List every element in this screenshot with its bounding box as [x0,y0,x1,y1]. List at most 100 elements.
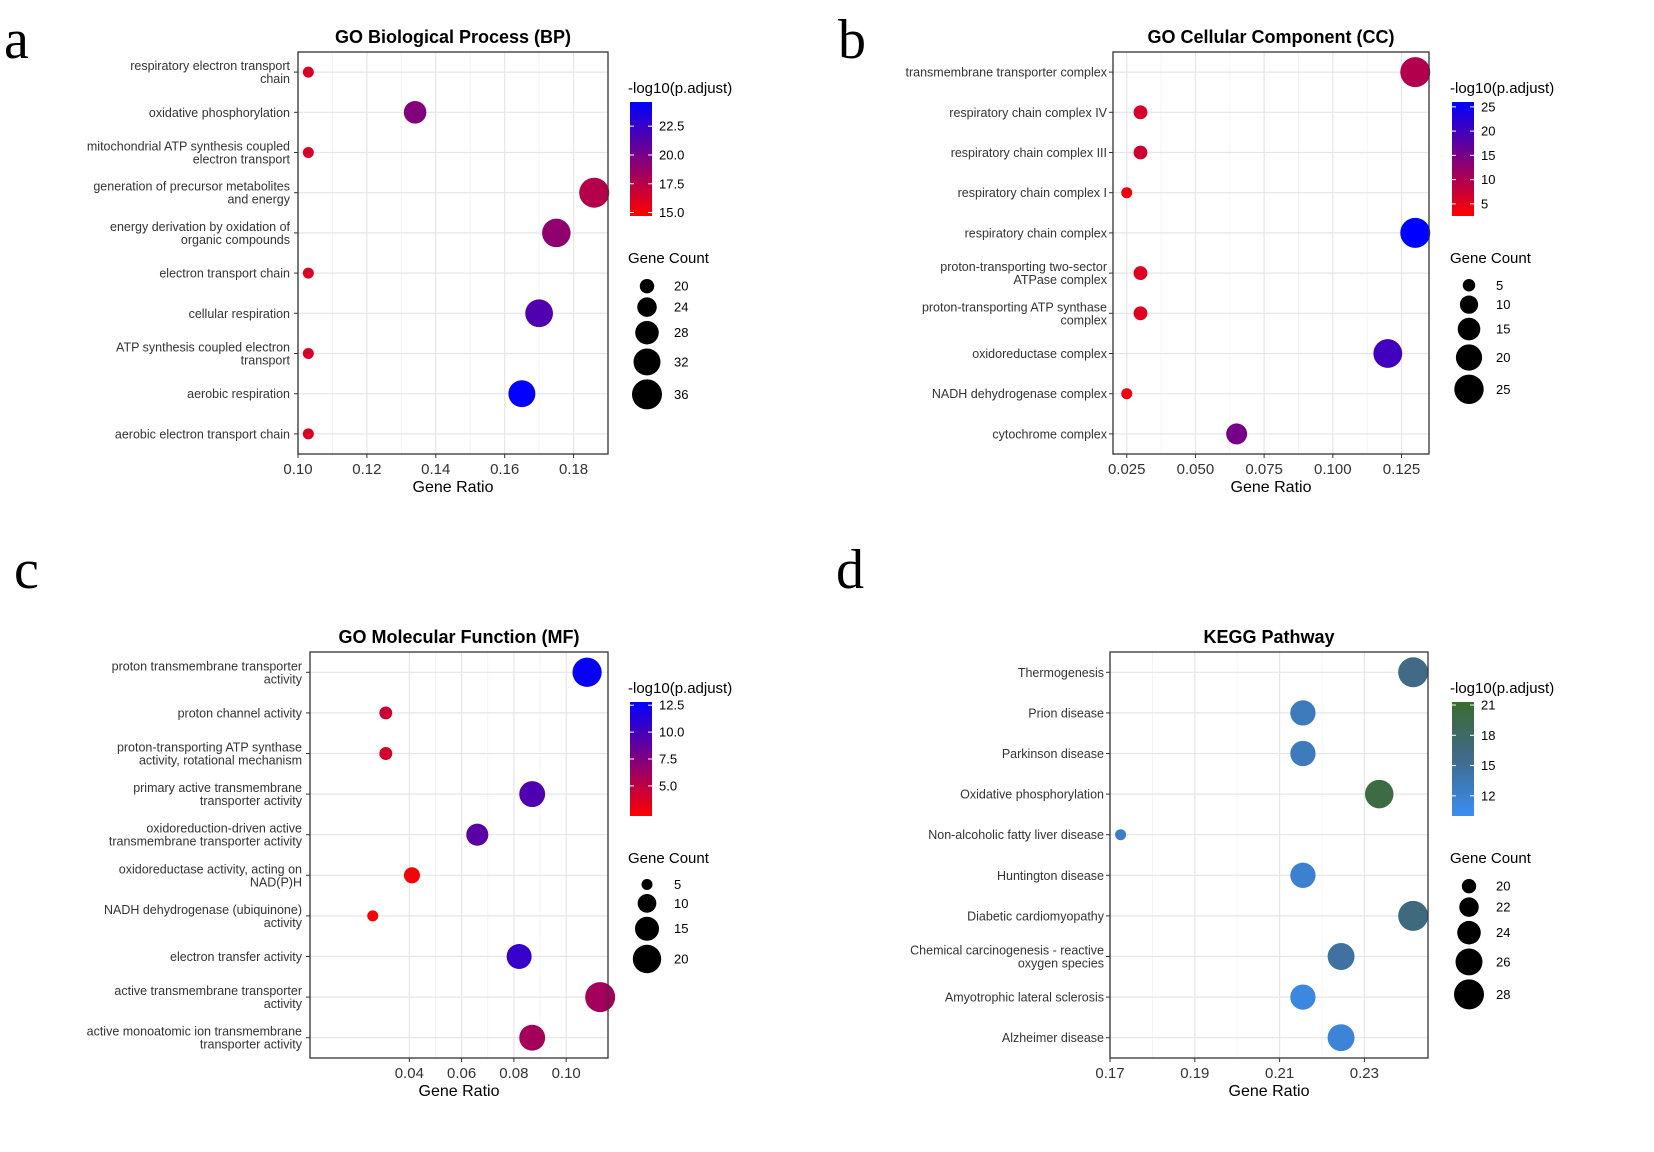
chart-title: GO Biological Process (BP) [335,27,571,47]
y-category-label-line: ATPase complex [1013,273,1107,287]
y-category-label-line: Diabetic cardiomyopathy [967,909,1105,923]
y-category-label-line: primary active transmembrane [133,781,302,795]
size-legend-label: 15 [674,921,688,936]
x-tick-label: 0.16 [490,461,519,478]
data-point [302,348,314,359]
y-category-label-line: NAD(P)H [250,875,302,889]
color-legend-tick-label: 22.5 [659,119,684,134]
data-point [1327,943,1355,970]
color-legend-tick-label: 21 [1481,698,1495,713]
chart-title: KEGG Pathway [1203,627,1334,647]
size-legend-label: 10 [674,896,688,911]
size-legend-label: 24 [674,300,688,315]
y-category-label: NADH dehydrogenase (ubiquinone) activity [104,903,303,930]
color-legend-tick-label: 18 [1481,728,1495,743]
y-category-label: Diabetic cardiomyopathy [967,909,1105,923]
y-category-label-line: Alzheimer disease [1002,1031,1104,1045]
y-category-label-line: oxygen species [1018,957,1104,971]
y-category-label: respiratory chain complex III [951,146,1107,160]
color-legend-tick-label: 7.5 [659,752,677,767]
x-tick-label: 0.21 [1265,1065,1294,1082]
data-point [1133,105,1148,120]
y-category-label: Alzheimer disease [1002,1031,1104,1045]
y-category-label-line: electron transport [193,153,291,167]
y-category-label-line: activity [264,672,303,686]
y-category-label-line: respiratory chain complex IV [949,106,1107,120]
y-category-label: Oxidative phosphorylation [960,788,1104,802]
data-point [1373,339,1403,368]
x-tick-label: 0.17 [1095,1065,1124,1082]
data-point [1398,657,1429,688]
size-legend-title: Gene Count [1450,850,1532,867]
y-category-label: primary active transmembrane transporter … [133,781,303,808]
size-legend: Gene Count 5 10 15 20 [628,850,710,974]
data-point [1290,700,1316,726]
y-category-label-line: respiratory chain complex I [958,186,1107,200]
y-category-label-line: NADH dehydrogenase complex [932,387,1108,401]
size-legend-dot [1454,979,1484,1010]
panel-c-mf-chart: c GO Molecular Function (MF) proton transm… [14,539,732,1100]
color-legend-tick-label: 20.0 [659,147,684,162]
x-tick-label: 0.075 [1245,461,1283,478]
y-category-label: proton transmembrane transporter activity [112,659,303,686]
data-point [519,1024,546,1051]
y-category-label-line: Prion disease [1028,706,1104,720]
color-legend-tick-label: 5.0 [659,778,677,793]
x-tick-label: 0.12 [352,461,381,478]
panel-letter: b [838,9,866,71]
y-category-label-line: Non-alcoholic fatty liver disease [928,828,1104,842]
size-legend-dot [1457,920,1481,945]
size-legend: Gene Count 20 24 28 32 36 [628,250,710,410]
y-category-label: respiratory chain complex IV [949,106,1107,120]
data-point [572,657,602,687]
y-category-label-line: Thermogenesis [1018,666,1104,680]
y-category-label: generation of precursor metabolites and e… [93,180,290,207]
color-legend-tick-label: 12 [1481,788,1495,803]
data-point [542,218,571,248]
x-axis-label: Gene Ratio [413,479,494,496]
plot-border [297,51,609,455]
color-legend-bar [630,702,652,816]
color-legend-tick-label: 17.5 [659,176,684,191]
size-legend-label: 20 [1496,350,1510,365]
data-point [1398,900,1429,931]
y-category-label-line: oxidative phosphorylation [149,106,290,120]
x-axis-label: Gene Ratio [1229,1083,1310,1100]
size-legend-label: 10 [1496,297,1510,312]
size-legend-title: Gene Count [1450,250,1532,267]
data-point [403,101,427,124]
y-category-label-line: activity [264,916,303,930]
size-legend-title: Gene Count [628,850,710,867]
x-tick-label: 0.125 [1383,461,1421,478]
y-category-label: NADH dehydrogenase complex [932,387,1108,401]
size-legend-label: 5 [1496,278,1503,293]
data-point [519,781,546,808]
color-legend-bar [1452,702,1474,816]
size-legend: Gene Count 5 10 15 20 25 [1450,250,1532,404]
y-category-label: Prion disease [1028,706,1104,720]
y-category-label-line: activity, rotational mechanism [139,754,302,768]
size-legend-label: 28 [674,325,688,340]
y-category-label-line: respiratory electron transport [130,59,290,73]
color-legend: -log10(p.adjust) 12 15 18 21 [1450,680,1554,816]
plot-border [1112,51,1430,455]
data-point [1290,984,1316,1010]
y-category-label-line: transmembrane transporter complex [906,66,1108,80]
y-category-label-line: and energy [227,193,290,207]
size-legend-label: 20 [1496,879,1510,894]
size-legend-dot [637,297,657,317]
size-legend-dot [632,944,662,974]
data-point [506,943,532,970]
size-legend-dot [1462,279,1476,292]
y-category-label-line: oxidoreductase activity, acting on [119,862,302,876]
data-point [302,428,314,440]
panel-letter: a [4,9,29,71]
plot-border [309,651,609,1059]
size-legend-dot [1461,879,1477,894]
color-legend-title: -log10(p.adjust) [628,80,732,97]
color-legend-tick-label: 12.5 [659,698,684,713]
size-legend-label: 15 [1496,322,1510,337]
size-legend-dot [632,379,662,410]
y-category-label-line: active transmembrane transporter [114,984,302,998]
data-point [1290,862,1316,888]
